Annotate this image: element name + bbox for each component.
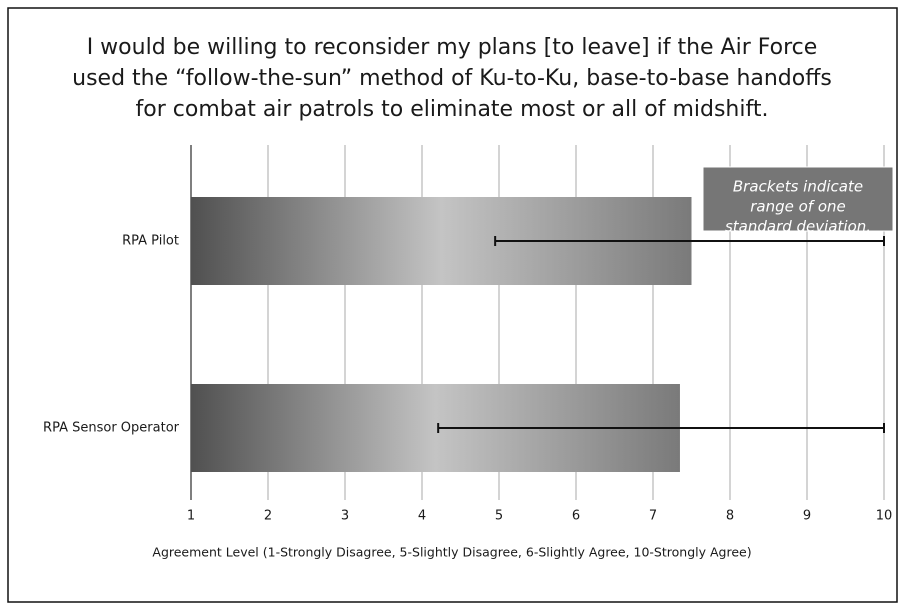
- y-tick-label: RPA Pilot: [122, 234, 179, 249]
- chart-title: for combat air patrols to eliminate most…: [136, 97, 769, 122]
- annotation: Brackets indicate: [733, 178, 863, 196]
- x-axis-label: Agreement Level (1-Strongly Disagree, 5-…: [152, 545, 751, 560]
- y-tick-label: RPA Sensor Operator: [43, 421, 180, 436]
- error-bar: [437, 423, 885, 433]
- annotation: range of one: [750, 198, 846, 216]
- error-bar: [494, 236, 885, 246]
- x-tick-label: 2: [264, 509, 272, 524]
- x-tick-label: 9: [803, 509, 811, 524]
- x-tick-label: 3: [341, 509, 349, 524]
- annotation: standard deviation.: [725, 218, 871, 236]
- chart-title: used the “follow-the-sun” method of Ku-t…: [72, 66, 832, 91]
- x-tick-label: 5: [495, 509, 503, 524]
- x-tick-label: 7: [649, 509, 657, 524]
- frame: [7, 7, 898, 603]
- x-tick-label: 4: [418, 509, 426, 524]
- x-tick-label: 10: [876, 509, 893, 524]
- chart-title: I would be willing to reconsider my plan…: [87, 35, 818, 60]
- x-tick-label: 1: [187, 509, 195, 524]
- annotation-box: [702, 166, 894, 232]
- x-tick-label: 6: [572, 509, 580, 524]
- x-tick-label: 8: [726, 509, 734, 524]
